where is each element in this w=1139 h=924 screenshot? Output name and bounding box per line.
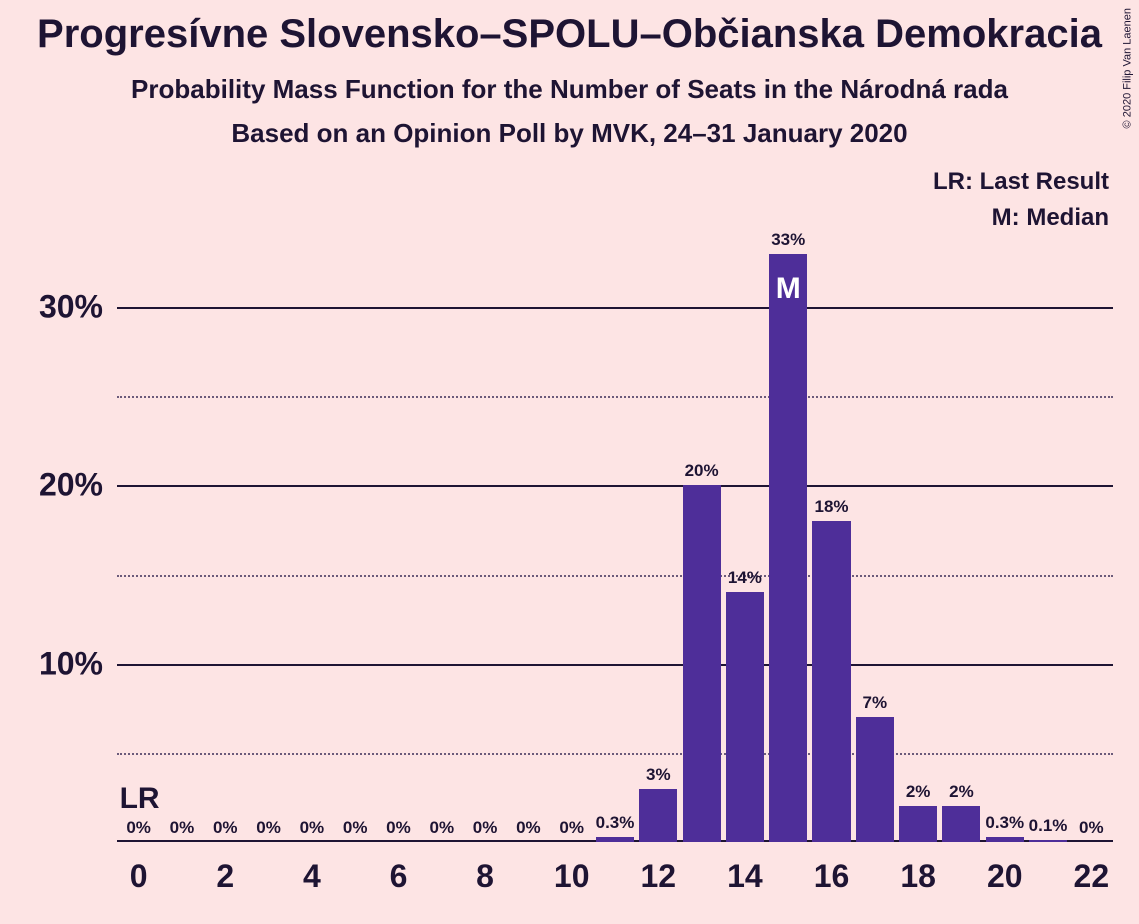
bar-value-label: 20% — [685, 461, 719, 481]
x-tick-label: 20 — [987, 842, 1023, 895]
bar-value-label: 0% — [516, 818, 541, 838]
x-tick-label: 4 — [303, 842, 321, 895]
legend-lr: LR: Last Result — [933, 168, 1109, 196]
bar — [683, 485, 721, 842]
bar-value-label: 0% — [300, 818, 325, 838]
x-tick-label: 8 — [476, 842, 494, 895]
bar-value-label: 0.1% — [1029, 816, 1068, 836]
bar — [639, 789, 677, 842]
bar-value-label: 33% — [771, 230, 805, 250]
bar-value-label: 0% — [126, 818, 151, 838]
chart-subtitle-1: Probability Mass Function for the Number… — [0, 74, 1139, 105]
bar-value-label: 0% — [429, 818, 454, 838]
bar — [1029, 840, 1067, 842]
gridline-minor — [117, 396, 1113, 398]
x-tick-label: 0 — [130, 842, 148, 895]
bar-value-label: 0% — [213, 818, 238, 838]
x-tick-label: 12 — [641, 842, 677, 895]
plot-area: 10%20%30%0%0%0%0%0%0%0%0%0%0%0%0.3%3%20%… — [117, 218, 1113, 842]
bar-value-label: 0.3% — [596, 813, 635, 833]
x-tick-label: 14 — [727, 842, 763, 895]
bar — [726, 592, 764, 842]
bar-value-label: 14% — [728, 568, 762, 588]
median-marker: M — [776, 272, 801, 306]
legend-m: M: Median — [992, 204, 1109, 232]
bar — [899, 806, 937, 842]
bar: M — [769, 254, 807, 842]
y-tick-label: 30% — [39, 289, 117, 326]
bar-value-label: 3% — [646, 765, 671, 785]
bar-value-label: 0% — [559, 818, 584, 838]
chart-title-main: Progresívne Slovensko–SPOLU–Občianska De… — [0, 12, 1139, 57]
bar-value-label: 7% — [863, 693, 888, 713]
y-tick-label: 10% — [39, 645, 117, 682]
gridline-major — [117, 664, 1113, 666]
bar-value-label: 0% — [473, 818, 498, 838]
bar-value-label: 2% — [906, 782, 931, 802]
bar — [856, 717, 894, 842]
bar-value-label: 0.3% — [985, 813, 1024, 833]
bar — [812, 521, 850, 842]
x-tick-label: 16 — [814, 842, 850, 895]
bar-value-label: 0% — [1079, 818, 1104, 838]
bar-value-label: 2% — [949, 782, 974, 802]
gridline-minor — [117, 575, 1113, 577]
bar-value-label: 18% — [815, 497, 849, 517]
gridline-minor — [117, 753, 1113, 755]
gridline-major — [117, 307, 1113, 309]
bar — [596, 837, 634, 842]
bar-value-label: 0% — [343, 818, 368, 838]
x-tick-label: 10 — [554, 842, 590, 895]
bar-value-label: 0% — [386, 818, 411, 838]
bar-value-label: 0% — [170, 818, 195, 838]
bar — [942, 806, 980, 842]
chart-subtitle-2: Based on an Opinion Poll by MVK, 24–31 J… — [0, 118, 1139, 149]
bar-value-label: 0% — [256, 818, 281, 838]
x-tick-label: 18 — [900, 842, 936, 895]
x-tick-label: 22 — [1074, 842, 1110, 895]
x-tick-label: 6 — [390, 842, 408, 895]
lr-marker: LR — [120, 782, 160, 816]
gridline-major — [117, 485, 1113, 487]
y-tick-label: 20% — [39, 467, 117, 504]
x-tick-label: 2 — [216, 842, 234, 895]
